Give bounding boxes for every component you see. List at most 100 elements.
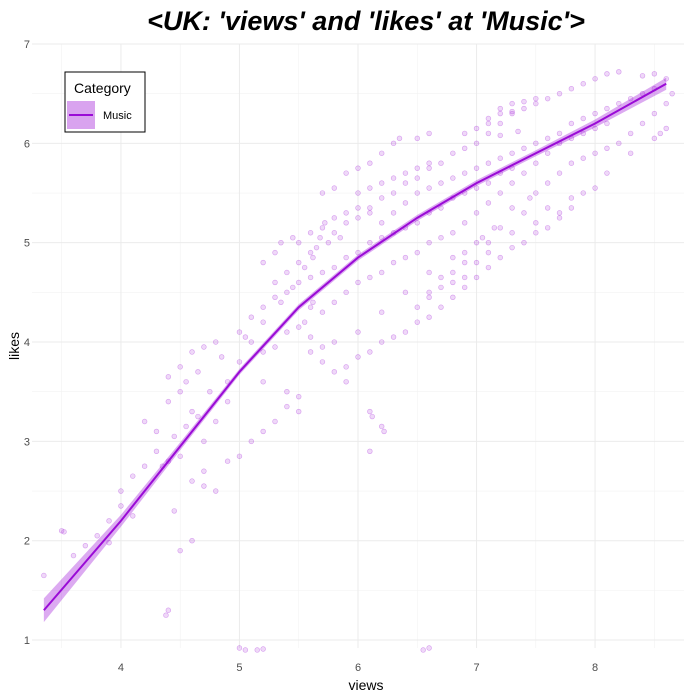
data-point <box>189 538 195 544</box>
data-point <box>414 190 420 196</box>
y-axis-ticks: 1 2 3 4 5 6 7 <box>24 39 30 647</box>
data-point <box>616 100 622 107</box>
data-point <box>272 418 278 425</box>
data-point <box>201 438 207 445</box>
data-point <box>592 185 598 191</box>
data-point <box>343 364 349 370</box>
data-point <box>651 135 658 142</box>
data-point <box>201 344 207 350</box>
data-point <box>171 433 177 440</box>
data-point <box>272 249 278 256</box>
data-point <box>509 244 515 251</box>
data-point <box>177 364 183 370</box>
data-point <box>479 235 486 241</box>
data-point <box>509 180 515 186</box>
data-point <box>70 552 77 559</box>
data-point <box>544 150 551 156</box>
data-point <box>367 349 373 355</box>
data-point <box>307 230 314 236</box>
data-point <box>355 279 361 286</box>
data-point <box>248 339 255 345</box>
data-point <box>438 205 444 211</box>
data-point <box>485 160 492 166</box>
data-point <box>367 205 373 211</box>
data-point <box>195 369 201 375</box>
data-point <box>183 423 189 430</box>
data-point <box>355 354 361 360</box>
data-point <box>461 130 468 137</box>
data-point <box>367 185 373 191</box>
data-point <box>580 190 586 196</box>
data-point <box>509 100 515 107</box>
data-point <box>177 453 183 459</box>
data-point <box>331 369 337 375</box>
data-point <box>61 529 67 535</box>
data-point <box>260 646 266 652</box>
data-point <box>284 388 290 395</box>
y-tick-label: 4 <box>24 337 30 349</box>
data-point <box>141 418 148 425</box>
y-tick-label: 1 <box>24 635 30 647</box>
data-point <box>402 289 409 296</box>
data-point <box>461 145 468 152</box>
data-point <box>438 304 444 310</box>
y-tick-label: 7 <box>24 39 30 51</box>
data-point <box>604 71 610 77</box>
trend-line <box>43 82 667 611</box>
data-point <box>438 235 444 241</box>
data-point <box>331 185 337 191</box>
data-point <box>260 379 266 385</box>
data-point <box>533 220 539 226</box>
data-point <box>189 478 195 484</box>
data-point <box>331 339 337 345</box>
data-point <box>379 339 385 345</box>
data-point <box>414 165 420 171</box>
data-point <box>355 190 361 196</box>
data-point <box>379 220 385 226</box>
data-point <box>580 155 586 161</box>
data-point <box>278 239 284 246</box>
data-point <box>195 413 201 420</box>
data-point <box>426 269 432 276</box>
data-point <box>450 294 456 301</box>
data-point <box>331 299 337 305</box>
data-point <box>163 612 169 618</box>
data-point <box>497 254 503 261</box>
data-point <box>153 448 160 455</box>
data-point <box>284 289 290 296</box>
data-point <box>556 130 563 137</box>
y-tick-label: 2 <box>24 536 30 548</box>
data-point <box>307 349 314 355</box>
data-point <box>473 185 480 191</box>
data-point <box>165 607 172 613</box>
data-point <box>260 259 266 266</box>
data-point <box>272 279 278 286</box>
data-point <box>367 448 373 455</box>
data-point <box>533 160 539 166</box>
data-point <box>301 264 308 271</box>
legend-item-music: Music <box>103 110 132 122</box>
data-point <box>533 230 539 236</box>
data-point <box>450 150 456 156</box>
data-point <box>485 130 492 137</box>
data-point <box>254 647 260 653</box>
data-point <box>242 647 249 653</box>
data-point <box>260 428 266 435</box>
data-point <box>461 249 468 256</box>
data-point <box>556 210 563 216</box>
data-point <box>473 125 480 132</box>
data-point <box>317 235 323 241</box>
data-point <box>402 200 409 206</box>
data-point <box>355 329 361 335</box>
data-point <box>426 239 432 246</box>
y-tick-label: 6 <box>24 138 30 150</box>
data-point <box>497 110 503 117</box>
data-point <box>651 110 658 117</box>
data-point <box>414 135 420 142</box>
data-point <box>236 359 243 365</box>
data-point <box>319 190 326 196</box>
data-point <box>438 274 444 281</box>
trend-layer <box>43 77 667 623</box>
data-point <box>485 264 492 271</box>
